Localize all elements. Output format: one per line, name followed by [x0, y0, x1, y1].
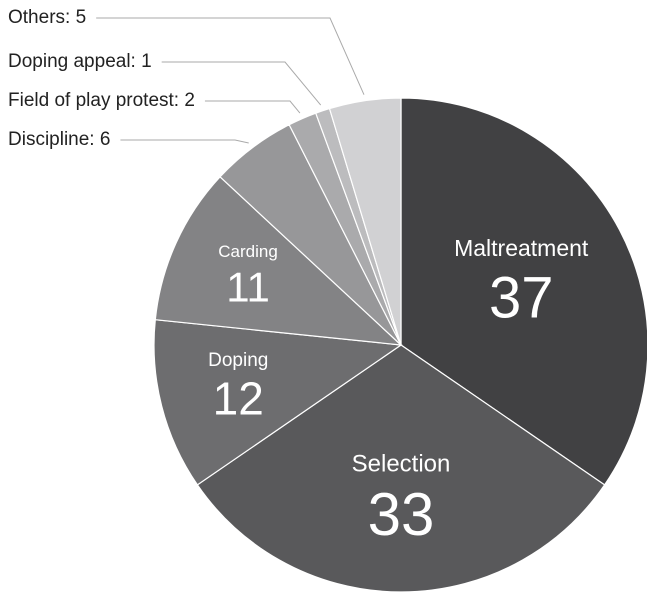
outside-label: Doping appeal: 1 [8, 51, 152, 72]
outside-label: Discipline: 6 [8, 129, 110, 150]
outside-label: Field of play protest: 2 [8, 90, 195, 111]
pie-slice [328, 97, 402, 346]
leader-line [204, 100, 301, 114]
slice-value: 12 [213, 373, 264, 425]
pie-slice [400, 97, 647, 486]
slice-name: Maltreatment [454, 235, 589, 261]
slice-value: 33 [368, 481, 435, 548]
slice-value: 11 [226, 263, 270, 310]
slice-value: 37 [489, 265, 554, 330]
slice-name: Carding [218, 242, 278, 261]
leader-line [161, 61, 322, 106]
slice-name: Selection [352, 450, 451, 477]
outside-label: Others: 5 [8, 7, 86, 28]
pie-slice [153, 319, 403, 486]
leader-line [96, 17, 365, 95]
pie-slice [154, 176, 403, 346]
leader-line [120, 139, 249, 144]
pie-slice [196, 344, 606, 593]
slice-name: Doping [208, 350, 268, 371]
